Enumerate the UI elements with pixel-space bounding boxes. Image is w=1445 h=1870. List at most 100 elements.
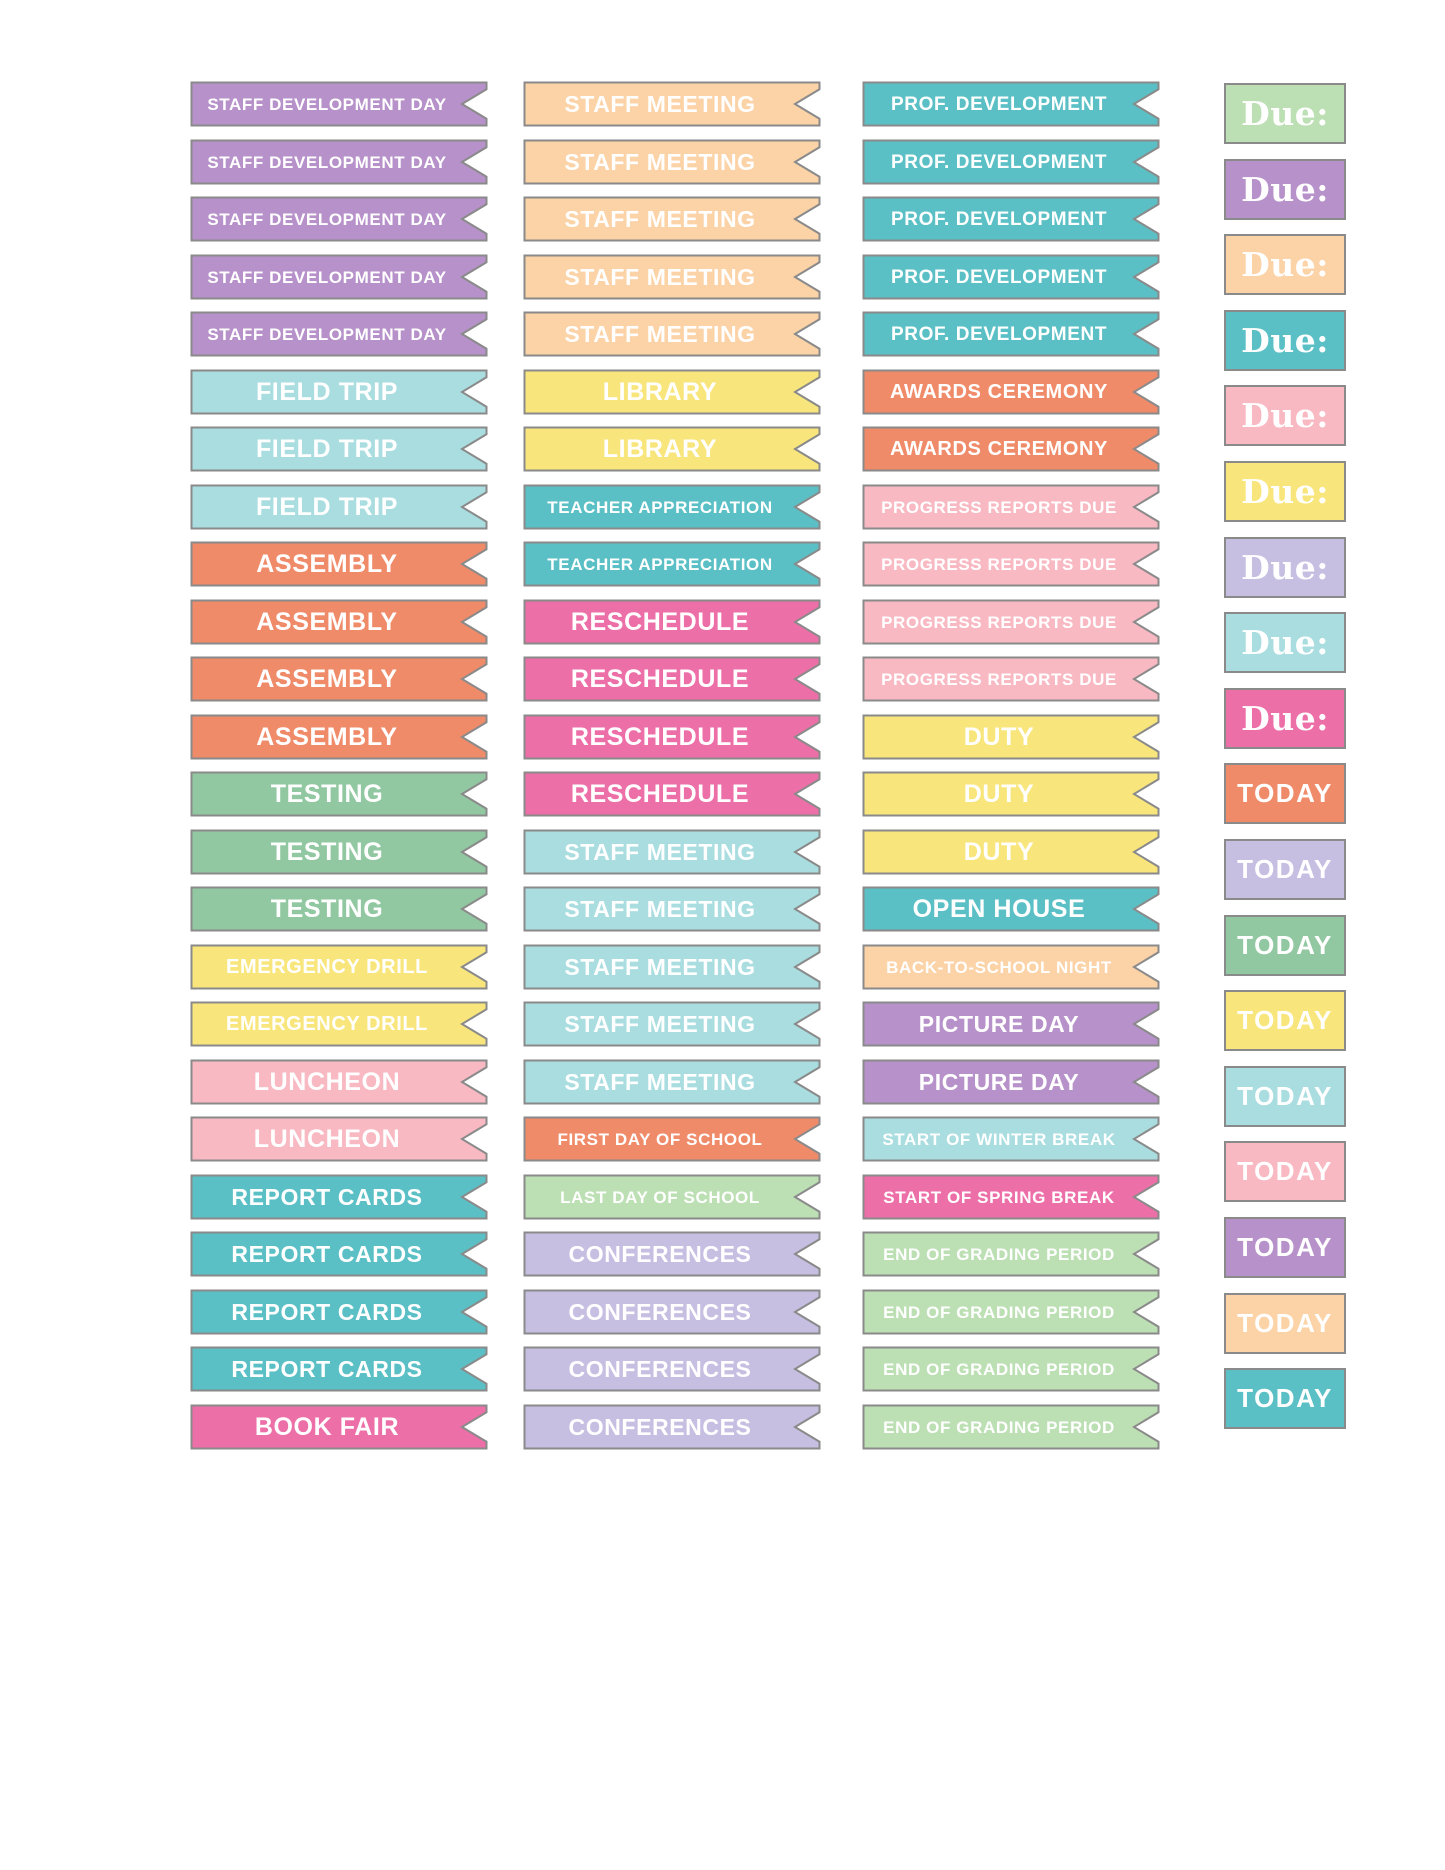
flag-field-trip: FIELD TRIP [190, 426, 488, 472]
flag-shape [523, 426, 821, 472]
flag-shape [523, 599, 821, 645]
tab-label: Due: [1241, 94, 1329, 133]
flag-start-of-winter-break: START OF WINTER BREAK [862, 1116, 1160, 1162]
flag-shape [862, 1059, 1160, 1105]
flag-label: ASSEMBLY [256, 608, 398, 636]
flag-label: END OF GRADING PERIOD [883, 1303, 1115, 1322]
tab-due: Due: [1224, 688, 1346, 749]
flag-shape [523, 714, 821, 760]
flag-label: LIBRARY [602, 435, 718, 463]
flag-shape [862, 1116, 1160, 1162]
flag-label: AWARDS CEREMONY [890, 381, 1108, 403]
flag-shape [523, 254, 821, 300]
flag-label: BOOK FAIR [254, 1413, 400, 1441]
flag-shape [862, 484, 1160, 530]
flag-reschedule: RESCHEDULE [523, 656, 821, 702]
flag-teacher-appreciation: TEACHER APPRECIATION [523, 541, 821, 587]
tab-due: Due: [1224, 385, 1346, 446]
flag-shape [190, 599, 488, 645]
tab-label: Due: [1241, 699, 1329, 738]
flag-shape [862, 886, 1160, 932]
flag-shape [862, 656, 1160, 702]
flag-label: STAFF MEETING [564, 321, 756, 347]
flag-shape [862, 1174, 1160, 1220]
flag-shape [862, 1231, 1160, 1277]
flag-label: PICTURE DAY [918, 1011, 1080, 1037]
flag-end-of-grading-period: END OF GRADING PERIOD [862, 1346, 1160, 1392]
flag-label: LIBRARY [602, 378, 718, 406]
flag-shape [523, 829, 821, 875]
flag-staff-development-day: STAFF DEVELOPMENT DAY [190, 139, 488, 185]
tab-today: TODAY [1224, 990, 1346, 1051]
flag-shape [190, 1174, 488, 1220]
flag-assembly: ASSEMBLY [190, 599, 488, 645]
flag-shape [523, 484, 821, 530]
flag-luncheon: LUNCHEON [190, 1059, 488, 1105]
flag-label: STAFF MEETING [564, 1011, 756, 1037]
flag-label: STAFF DEVELOPMENT DAY [207, 153, 447, 172]
flag-prof-development: PROF. DEVELOPMENT [862, 196, 1160, 242]
flag-label: ASSEMBLY [256, 723, 398, 751]
flag-shape [190, 1059, 488, 1105]
flag-label: STAFF DEVELOPMENT DAY [207, 268, 447, 287]
flag-staff-meeting: STAFF MEETING [523, 139, 821, 185]
flag-shape [523, 1174, 821, 1220]
flag-shape [190, 1001, 488, 1047]
flag-label: EMERGENCY DRILL [226, 1013, 428, 1035]
tab-label: TODAY [1237, 1005, 1333, 1035]
flag-label: RESCHEDULE [570, 608, 750, 636]
tab-label: Due: [1241, 170, 1329, 209]
flag-shape [190, 1346, 488, 1392]
flag-label: STAFF MEETING [564, 149, 756, 175]
tab-today: TODAY [1224, 1293, 1346, 1354]
tab-label: Due: [1241, 472, 1329, 511]
flag-shape [523, 541, 821, 587]
flag-staff-meeting: STAFF MEETING [523, 196, 821, 242]
flag-label: AWARDS CEREMONY [890, 438, 1108, 460]
flag-shape [190, 541, 488, 587]
flag-shape [190, 139, 488, 185]
flag-shape [190, 426, 488, 472]
flag-shape [190, 81, 488, 127]
flag-label: END OF GRADING PERIOD [883, 1360, 1115, 1379]
flag-staff-meeting: STAFF MEETING [523, 311, 821, 357]
flag-luncheon: LUNCHEON [190, 1116, 488, 1162]
flag-shape [523, 944, 821, 990]
flag-duty: DUTY [862, 714, 1160, 760]
tab-label: TODAY [1237, 1232, 1333, 1262]
flag-end-of-grading-period: END OF GRADING PERIOD [862, 1231, 1160, 1277]
flag-shape [190, 311, 488, 357]
flag-field-trip: FIELD TRIP [190, 369, 488, 415]
tab-today: TODAY [1224, 1066, 1346, 1127]
flag-staff-meeting: STAFF MEETING [523, 944, 821, 990]
flag-testing: TESTING [190, 829, 488, 875]
flag-label: FIRST DAY OF SCHOOL [557, 1130, 763, 1149]
flag-testing: TESTING [190, 771, 488, 817]
flag-shape [862, 311, 1160, 357]
flag-staff-meeting: STAFF MEETING [523, 829, 821, 875]
flag-label: LAST DAY OF SCHOOL [560, 1188, 760, 1207]
flag-label: STAFF MEETING [564, 896, 756, 922]
flag-report-cards: REPORT CARDS [190, 1289, 488, 1335]
flag-end-of-grading-period: END OF GRADING PERIOD [862, 1404, 1160, 1450]
flag-awards-ceremony: AWARDS CEREMONY [862, 426, 1160, 472]
tab-today: TODAY [1224, 1217, 1346, 1278]
flag-reschedule: RESCHEDULE [523, 714, 821, 760]
flag-shape [862, 81, 1160, 127]
flag-label: CONFERENCES [568, 1414, 752, 1440]
tab-today: TODAY [1224, 1368, 1346, 1429]
flag-shape [523, 311, 821, 357]
flag-shape [523, 886, 821, 932]
flag-shape [190, 1231, 488, 1277]
flag-report-cards: REPORT CARDS [190, 1346, 488, 1392]
flag-shape [523, 369, 821, 415]
flag-duty: DUTY [862, 771, 1160, 817]
tab-due: Due: [1224, 537, 1346, 598]
flag-staff-meeting: STAFF MEETING [523, 1059, 821, 1105]
flag-picture-day: PICTURE DAY [862, 1059, 1160, 1105]
flag-emergency-drill: EMERGENCY DRILL [190, 1001, 488, 1047]
flag-shape [523, 771, 821, 817]
flag-last-day-of-school: LAST DAY OF SCHOOL [523, 1174, 821, 1220]
flag-label: PROGRESS REPORTS DUE [881, 498, 1117, 517]
flag-assembly: ASSEMBLY [190, 714, 488, 760]
